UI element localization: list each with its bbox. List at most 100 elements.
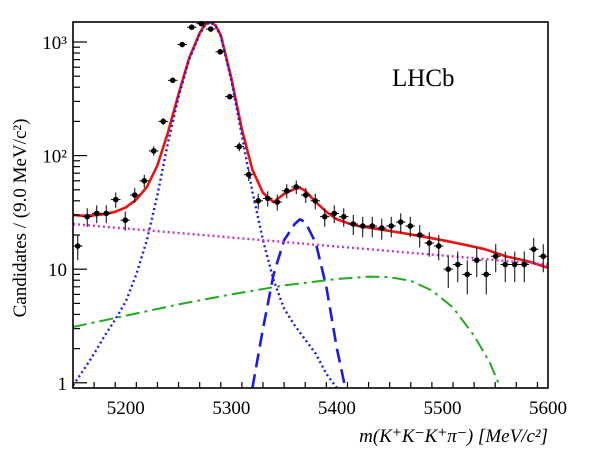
data-point bbox=[405, 216, 415, 238]
data-point-marker bbox=[426, 240, 433, 246]
y-axis-ticks: 1 10 10² 10³ bbox=[42, 33, 87, 395]
data-point-marker bbox=[160, 118, 167, 125]
data-point bbox=[215, 48, 225, 55]
data-point-marker bbox=[141, 178, 148, 184]
data-point bbox=[500, 251, 510, 283]
data-point bbox=[92, 205, 102, 224]
data-point bbox=[101, 205, 111, 224]
data-point bbox=[206, 26, 216, 32]
data-point bbox=[434, 235, 444, 261]
data-point-marker bbox=[236, 143, 243, 150]
data-point bbox=[310, 193, 320, 210]
data-point bbox=[234, 142, 244, 152]
y-axis-title: Candidates / (9.0 MeV/c²) bbox=[10, 119, 31, 318]
data-point-marker bbox=[188, 24, 195, 30]
data-point-marker bbox=[502, 261, 509, 268]
data-point bbox=[73, 235, 83, 261]
data-point-marker bbox=[169, 77, 176, 84]
data-point-marker bbox=[416, 232, 423, 238]
data-point bbox=[415, 225, 425, 248]
data-point-marker bbox=[274, 199, 281, 205]
data-point-marker bbox=[530, 246, 537, 252]
data-point-marker bbox=[283, 187, 290, 194]
data-point-marker bbox=[473, 257, 480, 264]
data-point-marker bbox=[207, 26, 214, 32]
data-point-marker bbox=[226, 93, 233, 100]
data-point bbox=[377, 218, 387, 240]
data-point-marker bbox=[302, 192, 309, 198]
data-point-marker bbox=[321, 213, 328, 220]
data-point-marker bbox=[483, 271, 490, 278]
data-point bbox=[253, 193, 263, 210]
data-point-marker bbox=[131, 192, 138, 198]
data-point-marker bbox=[331, 210, 338, 217]
data-point bbox=[538, 244, 548, 273]
data-point-marker bbox=[445, 266, 452, 273]
y-tick-label: 10³ bbox=[42, 33, 67, 54]
data-point bbox=[282, 184, 292, 199]
y-tick-label: 10² bbox=[42, 147, 67, 168]
data-point-marker bbox=[359, 223, 366, 229]
data-point-marker bbox=[84, 213, 91, 220]
data-point bbox=[529, 237, 539, 264]
data-point bbox=[443, 255, 453, 288]
data-point bbox=[158, 118, 168, 126]
data-point bbox=[168, 77, 178, 84]
data-point-marker bbox=[540, 253, 547, 260]
data-point-marker bbox=[350, 221, 357, 227]
data-point bbox=[130, 188, 140, 203]
data-point bbox=[111, 192, 121, 208]
data-point-marker bbox=[293, 184, 300, 190]
data-point bbox=[367, 216, 377, 238]
data-point bbox=[519, 251, 529, 283]
data-point-marker bbox=[407, 223, 414, 229]
data-point-marker bbox=[312, 198, 319, 204]
data-point-marker bbox=[264, 195, 271, 202]
y-tick-label: 10 bbox=[48, 260, 67, 281]
data-point-marker bbox=[255, 198, 262, 204]
curve-partially-reconstructed bbox=[73, 275, 502, 388]
data-point-marker bbox=[74, 243, 81, 249]
data-point bbox=[396, 213, 406, 233]
data-point-marker bbox=[150, 148, 157, 154]
data-point bbox=[263, 191, 273, 207]
x-tick-label: 5400 bbox=[318, 398, 356, 419]
x-tick-label: 5300 bbox=[212, 398, 250, 419]
data-point bbox=[225, 93, 235, 100]
data-point bbox=[481, 260, 491, 295]
data-point bbox=[339, 208, 349, 227]
x-tick-label: 5500 bbox=[423, 398, 461, 419]
curve-background-peak bbox=[251, 218, 347, 388]
lhcb-label: LHCb bbox=[392, 65, 455, 92]
data-points bbox=[73, 20, 548, 295]
y-tick-label: 1 bbox=[58, 374, 68, 395]
data-point-marker bbox=[179, 41, 186, 48]
data-point bbox=[149, 146, 159, 156]
data-point-marker bbox=[340, 213, 347, 220]
data-point bbox=[358, 216, 368, 238]
data-point-marker bbox=[112, 196, 119, 203]
data-point-marker bbox=[388, 223, 395, 229]
data-point bbox=[177, 41, 187, 48]
data-point-marker bbox=[397, 219, 404, 225]
data-point bbox=[82, 208, 92, 227]
data-point-marker bbox=[378, 225, 385, 231]
data-point bbox=[348, 215, 358, 236]
data-point-marker bbox=[454, 261, 461, 268]
data-point bbox=[472, 247, 482, 278]
data-point bbox=[291, 180, 301, 195]
data-point bbox=[244, 168, 254, 182]
data-point-marker bbox=[435, 243, 442, 249]
data-point-marker bbox=[103, 210, 110, 217]
data-point bbox=[320, 208, 330, 227]
fit-curves bbox=[73, 22, 548, 388]
plot-frame bbox=[72, 21, 549, 389]
data-point-marker bbox=[93, 210, 100, 217]
x-tick-label: 5600 bbox=[529, 398, 567, 419]
data-point-marker bbox=[369, 223, 376, 229]
data-point bbox=[462, 260, 472, 295]
data-point bbox=[491, 244, 501, 273]
data-point bbox=[424, 232, 434, 257]
data-point-marker bbox=[122, 217, 129, 223]
